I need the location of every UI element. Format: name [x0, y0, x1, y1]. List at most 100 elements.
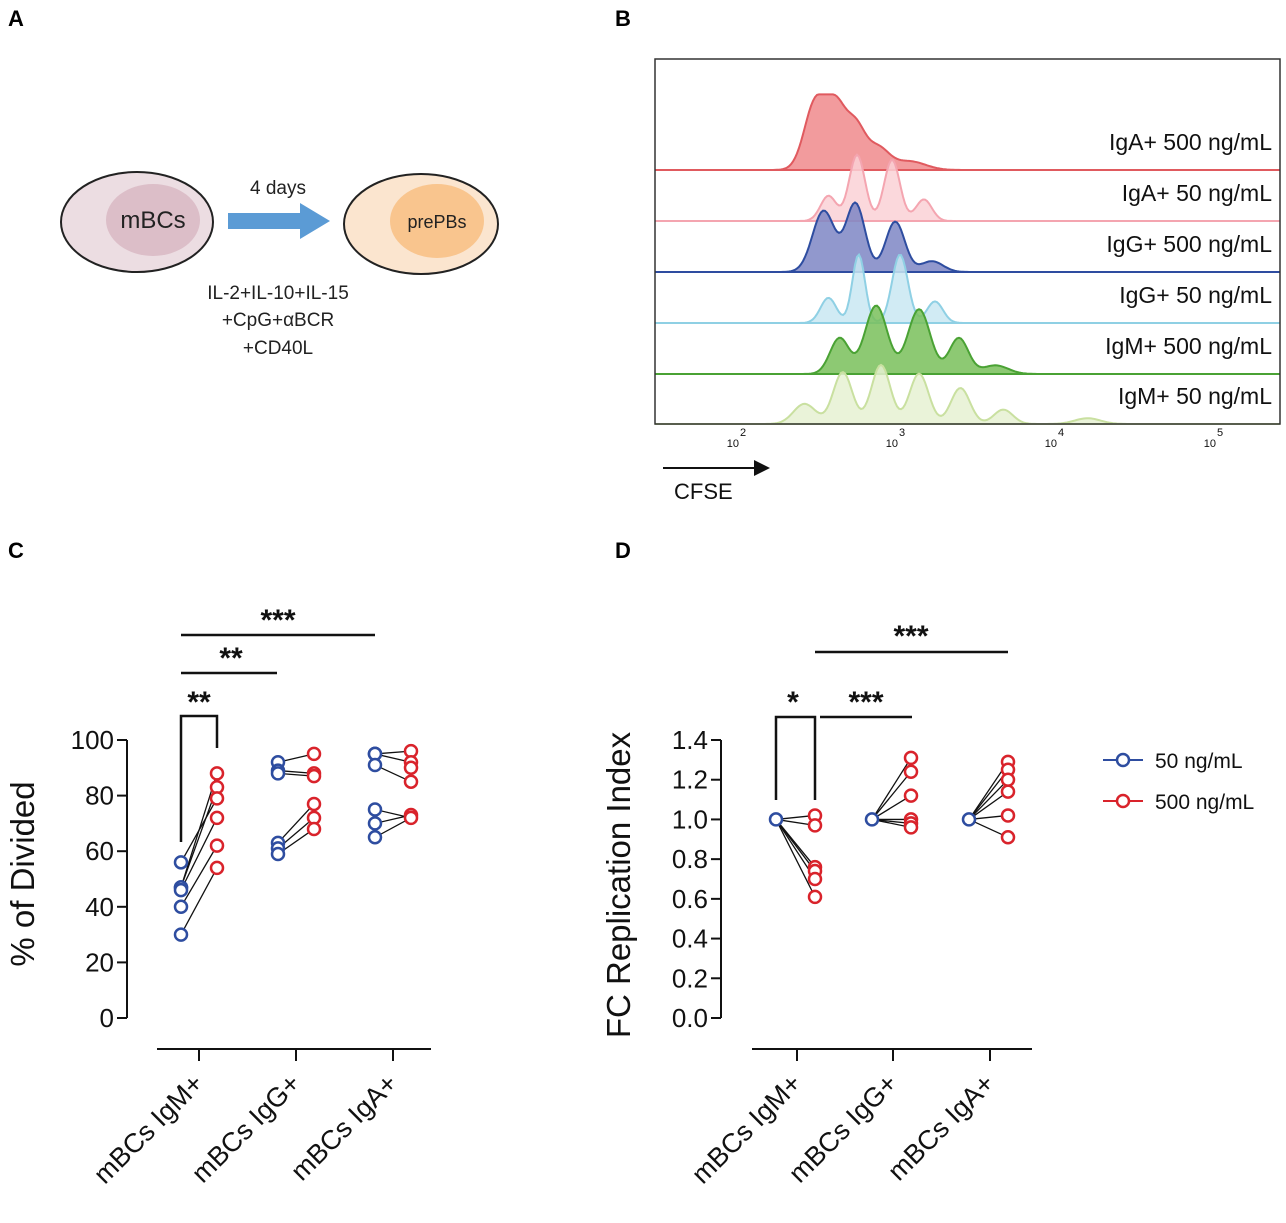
y-tick-label: 0.2	[672, 963, 708, 993]
significance-label: **	[187, 686, 211, 719]
data-point	[807, 871, 823, 887]
histogram-track-label: IgA+ 500 ng/mL	[1109, 129, 1272, 155]
data-point	[173, 927, 189, 942]
panel-label-d: D	[615, 538, 631, 563]
data-point	[209, 810, 225, 826]
data-point	[903, 820, 919, 835]
data-point	[367, 802, 383, 817]
data-point	[367, 830, 383, 845]
data-point	[209, 838, 225, 853]
data-point	[270, 846, 286, 862]
data-point	[1000, 808, 1016, 823]
histogram-frame	[654, 58, 1281, 425]
arrow-right-icon	[228, 203, 330, 239]
data-point	[209, 860, 225, 876]
significance-bracket	[774, 715, 817, 800]
data-point	[1000, 772, 1016, 787]
tick-label-exponent: 3	[899, 427, 905, 439]
y-axis-label: % of Divided	[4, 781, 41, 966]
prepbs-cell-inner	[390, 184, 484, 258]
data-point	[306, 796, 322, 812]
y-tick-label: 20	[85, 947, 114, 977]
y-tick-label: 0.4	[672, 924, 708, 954]
histogram-track-label: IgG+ 50 ng/mL	[1119, 282, 1272, 308]
data-point	[306, 746, 322, 762]
legend-label: 50 ng/mL	[1155, 750, 1243, 773]
pair-line	[968, 791, 1009, 820]
pair-line	[180, 787, 218, 888]
data-point	[768, 812, 784, 827]
data-point	[864, 812, 880, 827]
y-tick-label: 1.2	[672, 765, 708, 795]
y-tick-label: 0.0	[672, 1003, 708, 1033]
data-point	[1000, 830, 1016, 845]
mbcs-label: mBCs	[120, 207, 185, 234]
mbcs-cell-inner	[106, 184, 200, 256]
tick-label-base: 10	[886, 438, 898, 450]
data-point	[209, 766, 225, 781]
legend-marker	[1115, 793, 1131, 809]
data-point	[403, 810, 419, 826]
histogram-tracks: IgA+ 500 ng/mL IgA+ 50 ng/mL IgG+ 500 ng/m…	[655, 93, 1280, 425]
tick-label-exponent: 2	[740, 427, 746, 439]
data-point	[209, 791, 225, 806]
legend: 50 ng/mL 500 ng/mL	[1103, 750, 1254, 814]
duration-label: 4 days	[250, 178, 306, 199]
pair-line	[180, 817, 218, 891]
pair-line	[180, 867, 218, 935]
pair-line	[968, 779, 1009, 820]
pair-line	[180, 845, 218, 908]
y-tick-label: 80	[85, 781, 114, 811]
data-point	[403, 760, 419, 776]
data-point	[1000, 784, 1016, 799]
condition-line: IL-2+IL-10+IL-15	[207, 283, 349, 304]
tick-label-exponent: 5	[1217, 427, 1223, 439]
pair-line	[871, 757, 912, 820]
significance-label: ***	[893, 620, 928, 653]
y-tick-label: 40	[85, 892, 114, 922]
pair-line	[871, 771, 912, 820]
data-point	[270, 766, 286, 781]
pair-line	[775, 819, 816, 872]
data-point	[173, 882, 189, 898]
y-tick-label: 60	[85, 836, 114, 866]
data-point	[961, 812, 977, 827]
data-point	[903, 764, 919, 780]
significance-bracket	[179, 714, 219, 842]
histogram-track-label: IgA+ 50 ng/mL	[1122, 180, 1272, 206]
condition-line: +CpG+αBCR	[222, 310, 334, 331]
y-tick-label: 1.4	[672, 725, 708, 755]
y-tick-label: 1.0	[672, 804, 708, 834]
y-tick-label: 0.8	[672, 844, 708, 874]
y-tick-label: 0	[100, 1003, 114, 1033]
panel-label-b: B	[615, 6, 631, 31]
legend-label: 500 ng/mL	[1155, 791, 1254, 814]
y-axis-label: FC Replication Index	[600, 731, 637, 1038]
y-tick-label: 0.6	[672, 884, 708, 914]
tick-label-base: 10	[1204, 438, 1216, 450]
panel-label-a: A	[8, 6, 24, 31]
significance-label: *	[787, 686, 799, 719]
data-point	[173, 899, 189, 915]
cfse-axis-label: CFSE	[674, 479, 733, 504]
data-point	[306, 768, 322, 784]
data-point	[403, 774, 419, 789]
condition-line: +CD40L	[243, 338, 313, 359]
data-point	[173, 855, 189, 870]
data-point	[903, 788, 919, 803]
histogram-track-label: IgG+ 500 ng/mL	[1106, 231, 1272, 257]
tick-label-exponent: 4	[1058, 427, 1064, 439]
pair-line	[871, 795, 912, 820]
significance-label: **	[219, 642, 243, 675]
panel-a-schematic: mBCs 4 days prePBs IL-2+IL-10+IL-15 +CpG…	[60, 171, 499, 359]
pair-line	[180, 773, 218, 888]
data-point	[306, 821, 322, 837]
significance-label: ***	[260, 604, 295, 637]
panel-d-chart: 0.0 0.2 0.4 0.6 0.8 1.0 1.2 1.4 FC Replication I…	[600, 620, 1032, 1189]
arrow-right-icon	[754, 460, 770, 476]
histogram-track-label: IgM+ 50 ng/mL	[1118, 383, 1272, 409]
significance-label: ***	[848, 686, 883, 719]
pair-line	[277, 803, 315, 844]
